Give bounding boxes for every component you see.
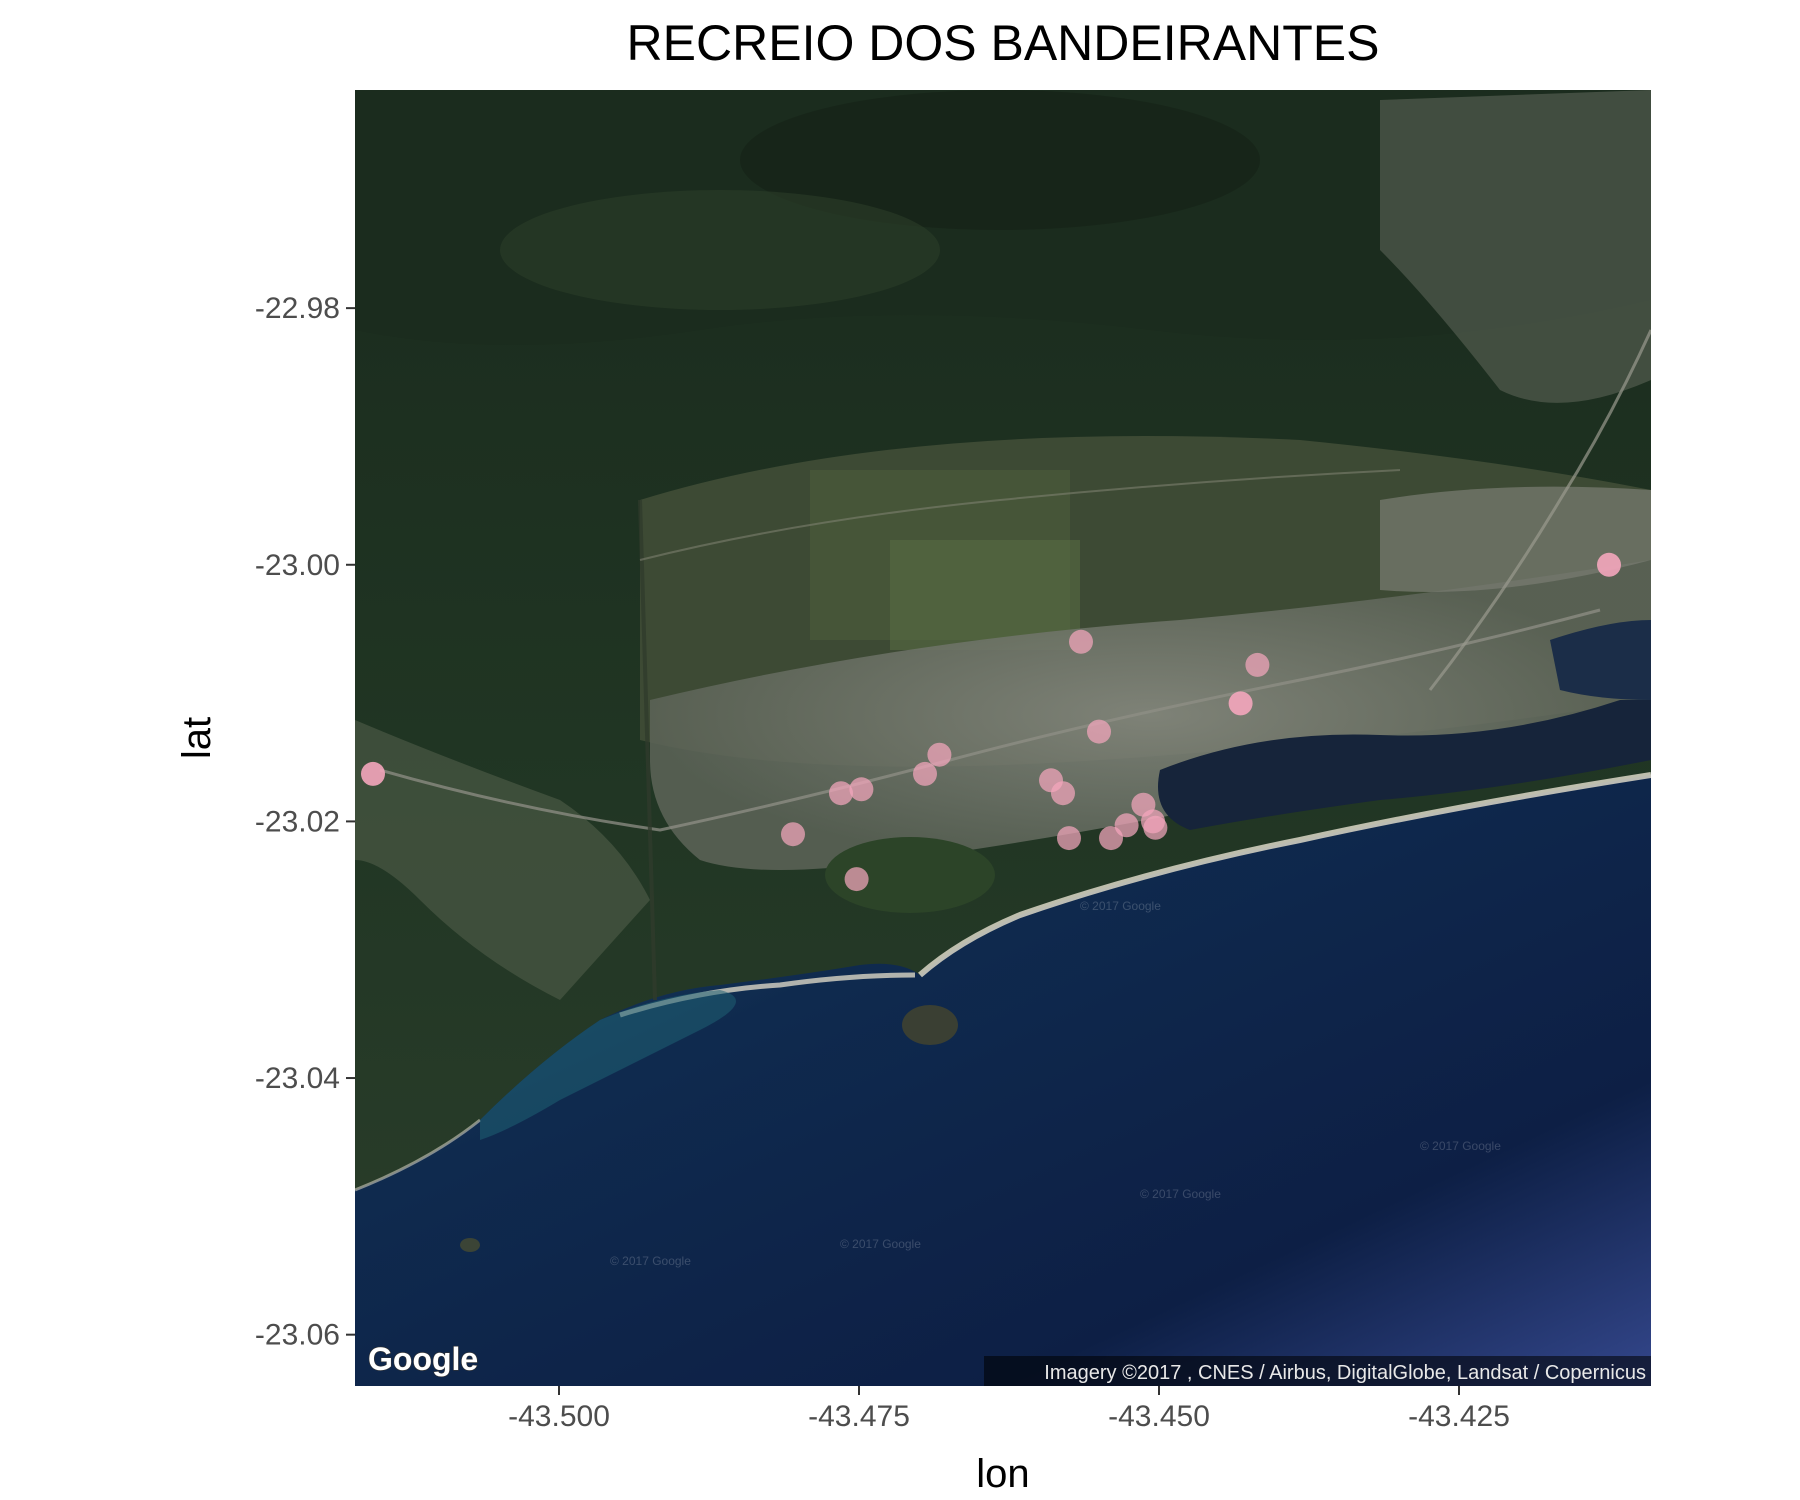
watermark-5: © 2017 Google xyxy=(1080,899,1161,913)
attribution-text: Imagery ©2017 , CNES / Airbus, DigitalGl… xyxy=(1044,1362,1646,1384)
x-tick-label: -43.500 xyxy=(508,1400,610,1433)
data-point xyxy=(1228,691,1253,716)
watermark-4: © 2017 Google xyxy=(610,1254,691,1268)
data-point xyxy=(1069,629,1093,654)
x-tick-label: -43.475 xyxy=(808,1400,910,1433)
watermark-1: © 2017 Google xyxy=(840,1237,921,1251)
data-point xyxy=(1114,813,1139,838)
data-point xyxy=(1245,652,1270,677)
y-tick-label: -23.04 xyxy=(255,1062,340,1095)
y-tick-label: -23.02 xyxy=(255,805,340,838)
plot-title: RECREIO DOS BANDEIRANTES xyxy=(626,15,1380,71)
points-layer xyxy=(361,552,1621,892)
satellite-basemap: © 2017 Google © 2017 Google © 2017 Googl… xyxy=(355,90,1651,1386)
data-point xyxy=(1051,781,1075,806)
y-tick-label: -23.00 xyxy=(255,549,340,582)
data-point xyxy=(1057,826,1081,851)
y-tick-label: -22.98 xyxy=(255,292,340,325)
y-axis: -22.98 -23.00 -23.02 -23.04 -23.06 xyxy=(255,292,355,1352)
y-axis-title: lat xyxy=(175,717,219,759)
data-point xyxy=(1597,552,1621,577)
x-tick-label: -43.450 xyxy=(1108,1400,1210,1433)
watermark-3: © 2017 Google xyxy=(1420,1139,1501,1153)
data-point xyxy=(927,742,952,767)
data-point xyxy=(849,777,874,802)
x-axis: -43.500 -43.475 -43.450 -43.425 xyxy=(508,1386,1510,1433)
x-tick-label: -43.425 xyxy=(1408,1400,1510,1433)
data-point xyxy=(1087,719,1111,744)
x-axis-title: lon xyxy=(976,1452,1029,1496)
data-point xyxy=(361,761,385,786)
data-point xyxy=(913,761,937,786)
data-point xyxy=(781,822,805,847)
data-point xyxy=(844,867,869,892)
data-point xyxy=(1143,815,1168,840)
watermark-2: © 2017 Google xyxy=(1140,1187,1221,1201)
y-tick-label: -23.06 xyxy=(255,1319,340,1352)
data-point xyxy=(829,781,853,806)
google-logo: Google xyxy=(368,1341,478,1377)
attribution-background xyxy=(984,1356,1651,1386)
